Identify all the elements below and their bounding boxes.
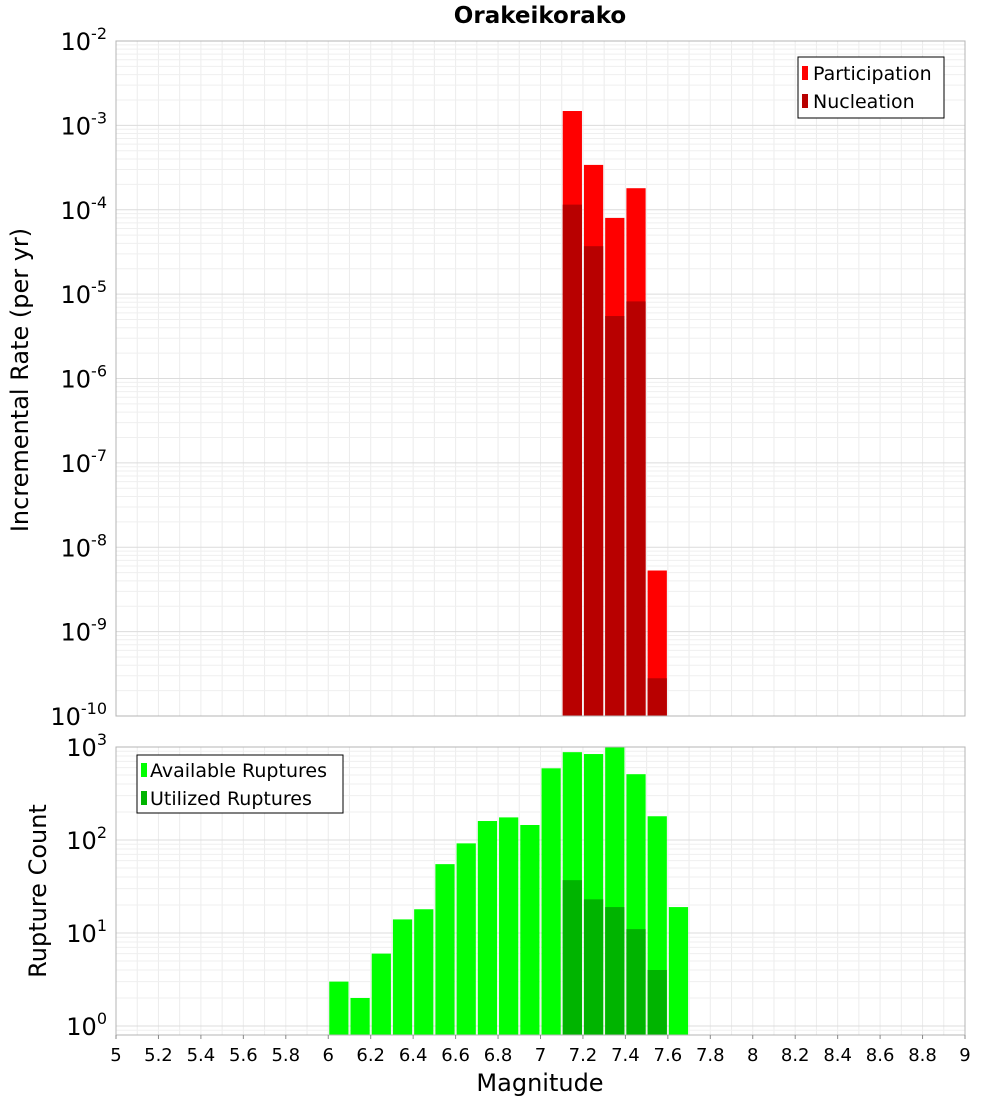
bar-nucleation: [647, 678, 667, 716]
x-tick-label: 5.4: [187, 1045, 216, 1066]
legend-swatch-utilized: [141, 791, 147, 805]
bar-available-ruptures: [477, 821, 498, 1035]
bottom-y-tick-label: 100: [66, 1009, 107, 1041]
bar-available-ruptures: [541, 768, 561, 1035]
top-y-tick-label: 10-6: [61, 362, 108, 394]
x-tick-label: 5.2: [144, 1045, 173, 1066]
x-tick-label: 7.8: [696, 1045, 725, 1066]
top-legend-box: [797, 56, 945, 119]
legend-label-utilized: Utilized Ruptures: [150, 788, 312, 810]
x-tick-label: 8.8: [908, 1045, 937, 1066]
x-tick-label: 6.6: [441, 1045, 470, 1066]
x-tick-label: 6: [323, 1045, 334, 1066]
bar-available-ruptures: [520, 824, 540, 1035]
x-ticks: 5 5.2 5.4 5.6 5.8 6 6.2 6.4 6.6 6.8 7 7.2 7.4 7.6 7.8 8…: [110, 1035, 971, 1066]
x-tick-label: 9: [959, 1045, 970, 1066]
top-bars: [562, 111, 667, 717]
bottom-y-tick-label: 102: [66, 823, 107, 855]
legend-swatch-nucleation: [802, 94, 808, 108]
bar-utilized-ruptures: [562, 880, 582, 1035]
x-tick-label: 8.2: [781, 1045, 810, 1066]
top-grid: [115, 40, 966, 717]
x-tick-label: 7.6: [654, 1045, 683, 1066]
bottom-bars: [329, 747, 689, 1035]
legend-swatch-participation: [802, 66, 808, 80]
top-y-tick-label: 10-2: [61, 24, 108, 56]
chart-title: Orakeikorako: [454, 3, 626, 29]
x-tick-label: 5.8: [271, 1045, 300, 1066]
legend-swatch-available: [141, 763, 147, 777]
top-y-tick-label: 10-5: [61, 277, 108, 309]
bottom-legend: Available Ruptures Utilized Ruptures: [136, 754, 344, 814]
bar-nucleation: [626, 301, 646, 716]
bar-available-ruptures: [435, 864, 455, 1035]
top-y-tick-label: 10-9: [61, 615, 108, 647]
bottom-y-tick-label: 101: [66, 916, 107, 948]
x-tick-label: 7: [535, 1045, 546, 1066]
x-tick-label: 6.4: [399, 1045, 428, 1066]
x-tick-label: 8: [747, 1045, 758, 1066]
x-tick-label: 8.6: [866, 1045, 895, 1066]
x-tick-label: 5: [110, 1045, 121, 1066]
top-y-tick-label: 10-4: [61, 193, 108, 225]
bar-available-ruptures: [414, 909, 434, 1035]
top-y-axis-label: Incremental Rate (per yr): [6, 228, 34, 532]
bar-available-ruptures: [392, 919, 413, 1035]
top-y-tick-label: 10-7: [61, 446, 108, 478]
bottom-y-axis-label: Rupture Count: [24, 804, 52, 978]
bar-nucleation: [605, 316, 625, 716]
bar-utilized-ruptures: [583, 899, 604, 1035]
bar-available-ruptures: [499, 817, 519, 1035]
x-tick-label: 5.6: [229, 1045, 258, 1066]
bottom-y-ticks: 100 101 102 103: [66, 730, 107, 1041]
bar-nucleation: [562, 204, 582, 717]
top-y-ticks: 10-10 10-9 10-8 10-7 10-6 10-5 10-4 10-3 10-2: [50, 24, 107, 731]
x-tick-label: 6.2: [356, 1045, 385, 1066]
bar-available-ruptures: [456, 843, 476, 1035]
x-tick-label: 8.4: [823, 1045, 852, 1066]
bar-available-ruptures: [350, 997, 370, 1035]
top-y-tick-label: 10-8: [61, 530, 108, 562]
x-tick-label: 6.8: [484, 1045, 513, 1066]
bottom-y-tick-label: 103: [66, 730, 107, 762]
x-tick-label: 7.2: [569, 1045, 598, 1066]
bar-utilized-ruptures: [626, 929, 646, 1035]
legend-label-nucleation: Nucleation: [813, 91, 915, 113]
bar-available-ruptures: [329, 981, 349, 1035]
bar-nucleation: [583, 246, 604, 716]
top-plot-frame: [115, 40, 966, 717]
legend-label-participation: Participation: [813, 63, 932, 85]
top-legend: Participation Nucleation: [797, 56, 945, 119]
bottom-legend-box: [136, 754, 344, 814]
top-y-tick-label: 10-10: [50, 699, 107, 731]
bar-available-ruptures: [371, 953, 391, 1035]
bar-available-ruptures: [668, 907, 689, 1035]
bar-utilized-ruptures: [605, 907, 625, 1035]
top-y-tick-label: 10-3: [61, 108, 108, 140]
x-axis-label: Magnitude: [476, 1069, 603, 1097]
legend-label-available: Available Ruptures: [150, 760, 327, 782]
bar-utilized-ruptures: [647, 969, 667, 1035]
x-tick-label: 7.4: [611, 1045, 640, 1066]
